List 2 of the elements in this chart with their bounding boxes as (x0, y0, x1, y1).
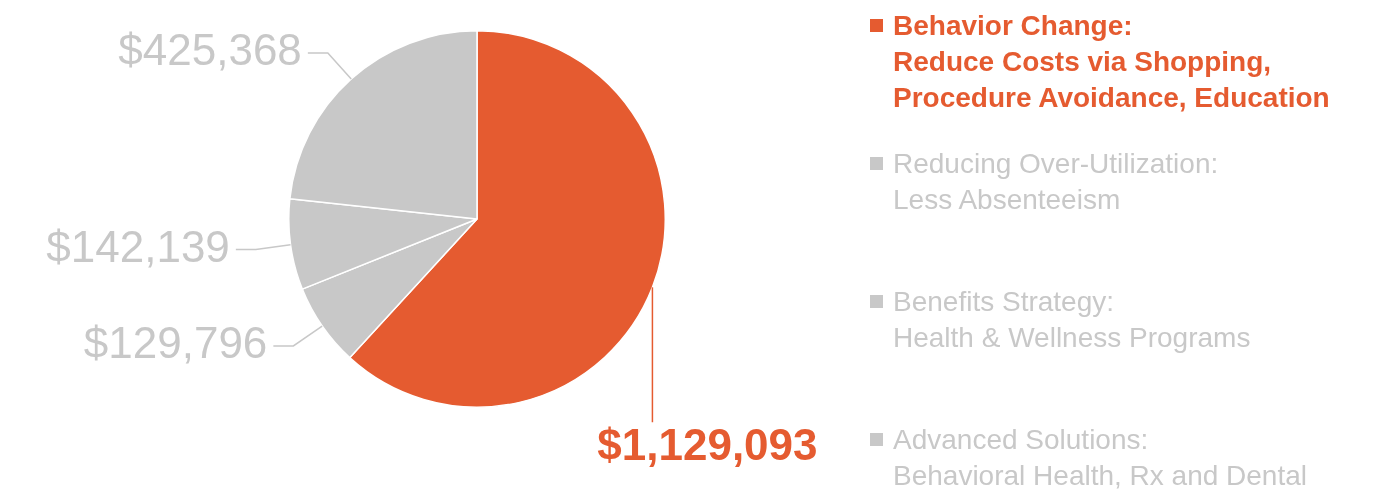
data-label: $1,129,093 (597, 420, 818, 470)
legend-label: Behavior Change: Reduce Costs via Shopping, Procedure Avoidance, Education (893, 9, 1330, 115)
